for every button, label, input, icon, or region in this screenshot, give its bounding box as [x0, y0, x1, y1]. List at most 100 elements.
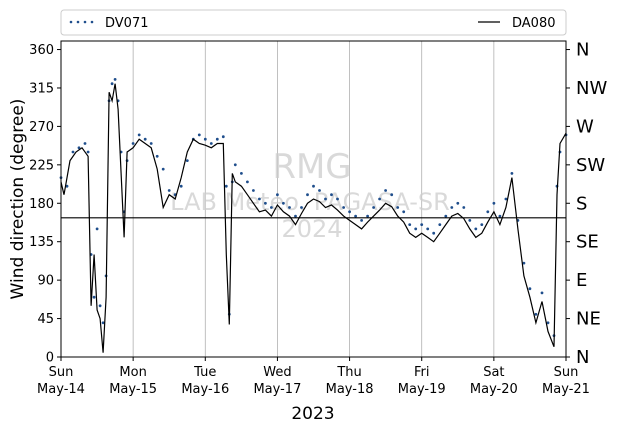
- compass-axis: N NE E SE S SW W NW N: [566, 40, 607, 368]
- x-axis: Sun May-14 Mon May-15 Tue May-16 Wed May-17 Thu M…: [37, 357, 590, 397]
- plot-frame: [60, 40, 567, 358]
- x-tick-date-May-18: May-18: [326, 382, 374, 397]
- data-point-dv071-24: [161, 167, 165, 171]
- series-layer: [59, 78, 568, 353]
- data-point-dv071-34: [221, 135, 225, 139]
- data-point-dv071-74: [450, 206, 454, 209]
- data-point-dv071-59: [360, 219, 363, 222]
- data-point-dv071-19: [131, 142, 135, 145]
- data-point-dv071-8: [95, 227, 99, 231]
- legend-marker-dv071: [69, 20, 94, 24]
- data-point-dv071-39: [240, 172, 243, 175]
- x-tick-date-May-16: May-16: [181, 382, 229, 397]
- data-point-dv071-32: [209, 142, 213, 145]
- data-point-dv071-86: [522, 261, 526, 265]
- x-tick-day-May-16: Tue: [193, 365, 216, 380]
- data-point-dv071-55: [336, 197, 339, 201]
- y-tick-label-360: 360: [29, 43, 54, 58]
- data-point-dv071-41: [252, 189, 255, 192]
- compass-label-n-0: N: [576, 347, 589, 368]
- data-point-dv071-76: [462, 206, 466, 209]
- watermark: RMG LAB Meteo. PAGASA-SR 2024: [170, 147, 450, 243]
- data-point-dv071-31: [203, 137, 207, 141]
- data-point-dv071-51: [312, 184, 315, 188]
- watermark-line-1: RMG: [272, 147, 351, 187]
- data-point-dv071-61: [372, 206, 375, 209]
- x-tick-day-May-19: Fri: [414, 365, 430, 380]
- y-axis-title: Wind direction (degree): [8, 99, 28, 300]
- vertical-grid-lines: [132, 41, 495, 357]
- y-tick-label-225: 225: [29, 158, 54, 173]
- data-point-dv071-88: [534, 312, 538, 316]
- compass-label-se-3: SE: [576, 232, 599, 253]
- data-point-dv071-38: [233, 163, 237, 167]
- data-point-dv071-33: [215, 137, 219, 141]
- y-tick-label-45: 45: [37, 312, 54, 327]
- data-point-dv071-67: [408, 223, 412, 227]
- data-point-dv071-54: [330, 193, 333, 197]
- data-point-dv071-75: [456, 201, 460, 205]
- data-point-dv071-83: [504, 197, 508, 201]
- compass-label-e-2: E: [576, 270, 587, 291]
- data-point-dv071-89: [540, 291, 544, 295]
- data-point-dv071-22: [149, 142, 153, 145]
- data-point-dv071-56: [342, 206, 345, 209]
- y-tick-label-270: 270: [29, 120, 54, 135]
- compass-label-sw-5: SW: [576, 155, 605, 176]
- data-point-dv071-62: [378, 197, 381, 201]
- y-tick-label-135: 135: [29, 235, 54, 250]
- data-point-dv071-82: [498, 214, 502, 218]
- data-point-dv071-68: [414, 227, 418, 231]
- legend-label-dv071: DV071: [105, 16, 149, 31]
- compass-label-nw-7: NW: [576, 78, 607, 99]
- data-point-dv071-53: [324, 197, 327, 201]
- legend-label-da080: DA080: [512, 16, 556, 31]
- data-point-dv071-77: [468, 219, 472, 222]
- data-point-dv071-1: [65, 184, 69, 188]
- data-point-dv071-7: [92, 295, 96, 299]
- data-point-dv071-28: [185, 159, 189, 163]
- data-point-dv071-69: [420, 223, 424, 227]
- data-point-dv071-45: [276, 193, 279, 197]
- data-point-dv071-46: [282, 201, 285, 205]
- data-point-dv071-65: [396, 206, 400, 209]
- data-point-dv071-70: [426, 227, 430, 231]
- data-point-dv071-58: [354, 214, 357, 218]
- data-point-dv071-57: [348, 210, 351, 214]
- watermark-line-3: 2024: [281, 215, 342, 243]
- x-tick-date-May-19: May-19: [398, 382, 446, 397]
- data-point-dv071-71: [432, 231, 436, 235]
- x-tick-day-May-17: Wed: [263, 365, 291, 380]
- data-point-dv071-84: [510, 172, 514, 175]
- x-tick-date-May-15: May-15: [109, 382, 157, 397]
- compass-label-ne-1: NE: [576, 309, 601, 330]
- data-point-dv071-60: [366, 214, 369, 218]
- compass-label-s-4: S: [576, 193, 587, 214]
- data-point-dv071-27: [179, 184, 183, 188]
- data-point-dv071-64: [390, 193, 394, 197]
- data-point-dv071-44: [270, 206, 273, 209]
- x-tick-day-May-18: Thu: [336, 365, 361, 380]
- data-point-dv071-79: [480, 223, 484, 227]
- data-point-dv071-63: [384, 189, 387, 192]
- series-line-da080: [60, 83, 567, 353]
- data-point-dv071-50: [306, 193, 309, 197]
- x-tick-date-May-14: May-14: [37, 382, 85, 397]
- y-tick-label-180: 180: [29, 197, 54, 212]
- data-point-dv071-52: [318, 189, 321, 192]
- data-point-dv071-42: [258, 197, 261, 201]
- data-point-dv071-78: [474, 227, 478, 231]
- data-point-dv071-49: [300, 206, 303, 209]
- data-point-dv071-40: [246, 180, 249, 184]
- data-point-dv071-21: [143, 137, 147, 141]
- data-point-dv071-81: [492, 201, 496, 205]
- x-tick-date-May-17: May-17: [253, 382, 301, 397]
- data-point-dv071-5: [86, 150, 90, 154]
- x-tick-day-May-14: Sun: [49, 365, 74, 380]
- x-axis-title: 2023: [291, 404, 334, 424]
- data-point-dv071-72: [438, 223, 442, 227]
- data-point-dv071-30: [197, 133, 201, 137]
- legend-box: [60, 9, 567, 36]
- data-point-dv071-14: [113, 78, 117, 81]
- data-point-dv071-73: [444, 214, 448, 218]
